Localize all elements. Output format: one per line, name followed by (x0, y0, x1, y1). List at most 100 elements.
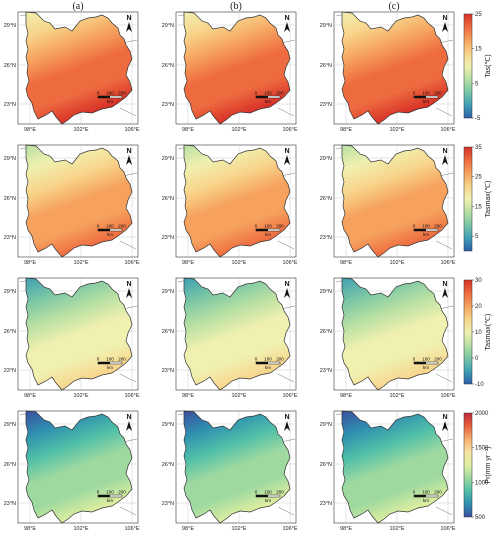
scale-bar-tick: 200 (118, 490, 126, 495)
map-panel: N 0 100 200 km 29°N 26°N 23°N 98°E 102°E 106°E (4, 410, 140, 532)
colorbar-tick-label: -10 (475, 382, 484, 388)
scale-bar-segment (98, 96, 110, 98)
scale-bar-tick: 100 (422, 490, 430, 495)
lat-label: 23°N (162, 368, 174, 374)
scale-bar-unit: km (423, 498, 429, 503)
map-panel: N 0 100 200 km 29°N 26°N 23°N 98°E 102°E 106°E (320, 11, 456, 133)
colorbar-tick-label: 5 (475, 234, 479, 240)
north-label: N (284, 414, 289, 421)
scale-bar-tick: 0 (255, 91, 258, 96)
map-panel: N 0 100 200 km 29°N 26°N 23°N 98°E 102°E 106°E (162, 11, 298, 133)
map-panel: N 0 100 200 km 29°N 26°N 23°N 98°E 102°E 106°E (162, 410, 298, 532)
lat-label: 29°N (4, 156, 16, 162)
colorbar: 30 20 10 0 -10 Tasmax(℃) (463, 278, 492, 388)
scale-bar-tick: 0 (413, 490, 416, 495)
colorbar-variable-label: Pr(mm yr⁻¹) (485, 446, 492, 483)
map-panel: N 0 100 200 km 29°N 26°N 23°N 98°E 102°E 106°E (4, 277, 140, 399)
lon-label: 106°E (124, 260, 139, 266)
lon-label: 102°E (73, 127, 88, 133)
scale-bar-unit: km (423, 232, 429, 237)
scale-bar-tick: 0 (255, 224, 258, 229)
lat-label: 29°N (320, 23, 332, 29)
colorbar-tick-label: 25 (475, 12, 482, 18)
lat-label: 23°N (320, 368, 332, 374)
lon-label: 106°E (124, 526, 139, 532)
colorbar-tick-label: 35 (475, 145, 482, 151)
lon-label: 98°E (340, 393, 352, 399)
scale-bar-tick: 100 (106, 490, 114, 495)
lon-label: 106°E (282, 393, 297, 399)
scale-bar-segment (414, 362, 426, 364)
scale-bar-tick: 100 (422, 357, 430, 362)
scale-bar-tick: 100 (422, 224, 430, 229)
column-title: (a) (72, 1, 83, 12)
scale-bar-segment (98, 229, 110, 231)
north-label: N (126, 414, 131, 421)
lon-label: 98°E (340, 260, 352, 266)
north-label: N (442, 148, 447, 155)
lat-label: 26°N (4, 462, 16, 468)
lon-label: 106°E (124, 127, 139, 133)
scale-bar-tick: 200 (276, 91, 284, 96)
map-panel: N 0 100 200 km 29°N 26°N 23°N 98°E 102°E 106°E (4, 144, 140, 266)
lat-label: 29°N (162, 422, 174, 428)
colorbar-tick-label: 500 (475, 515, 486, 521)
north-label: N (442, 414, 447, 421)
colorbar-variable-label: Tasmax(℃) (485, 181, 492, 218)
scale-bar-segment (414, 96, 426, 98)
scale-bar-tick: 100 (264, 91, 272, 96)
map-panel: N 0 100 200 km 29°N 26°N 23°N 98°E 102°E 106°E (320, 277, 456, 399)
lon-label: 98°E (182, 526, 194, 532)
lat-label: 29°N (320, 289, 332, 295)
scale-bar-tick: 0 (255, 357, 258, 362)
lon-label: 106°E (440, 526, 455, 532)
colorbar-ramp (463, 146, 473, 252)
lon-label: 102°E (389, 526, 404, 532)
lon-label: 106°E (282, 526, 297, 532)
lon-label: 102°E (231, 127, 246, 133)
colorbar-ramp (463, 13, 473, 119)
lat-label: 26°N (4, 329, 16, 335)
colorbar-tick-label: 1000 (475, 480, 489, 486)
colorbar: 2000 1500 1000 500 Pr(mm yr⁻¹) (463, 411, 492, 521)
scale-bar-tick: 100 (106, 224, 114, 229)
lat-label: 26°N (162, 196, 174, 202)
colorbar-tick-label: 5 (475, 81, 479, 87)
colorbar-tick-label: -5 (475, 116, 481, 122)
scale-bar-tick: 100 (106, 91, 114, 96)
scale-bar-tick: 200 (118, 357, 126, 362)
lon-label: 106°E (440, 260, 455, 266)
lon-label: 98°E (24, 393, 36, 399)
colorbar-tick-label: 20 (475, 304, 482, 310)
scale-bar-segment (98, 362, 110, 364)
scale-bar-segment (414, 229, 426, 231)
lon-label: 102°E (389, 260, 404, 266)
scale-bar-tick: 200 (434, 357, 442, 362)
north-label: N (442, 15, 447, 22)
lon-label: 98°E (340, 526, 352, 532)
lon-label: 106°E (124, 393, 139, 399)
lon-label: 102°E (73, 393, 88, 399)
lat-label: 26°N (320, 196, 332, 202)
scale-bar-tick: 100 (264, 224, 272, 229)
north-label: N (126, 281, 131, 288)
north-label: N (126, 148, 131, 155)
colorbar: 35 25 15 5 Tasmax(℃) (463, 145, 492, 252)
colorbar-variable-label: Tasmax(℃) (485, 314, 492, 351)
colorbar-tick-label: 30 (475, 278, 482, 284)
scale-bar-tick: 200 (276, 490, 284, 495)
lat-label: 29°N (4, 422, 16, 428)
north-label: N (284, 15, 289, 22)
scale-bar-unit: km (107, 232, 113, 237)
lat-label: 29°N (320, 156, 332, 162)
lon-label: 98°E (24, 127, 36, 133)
scale-bar-unit: km (265, 498, 271, 503)
scale-bar-segment (98, 495, 110, 497)
scale-bar-tick: 200 (434, 224, 442, 229)
lat-label: 29°N (320, 422, 332, 428)
lat-label: 23°N (4, 501, 16, 507)
lon-label: 102°E (231, 526, 246, 532)
lat-label: 26°N (4, 63, 16, 69)
scale-bar-tick: 100 (264, 357, 272, 362)
